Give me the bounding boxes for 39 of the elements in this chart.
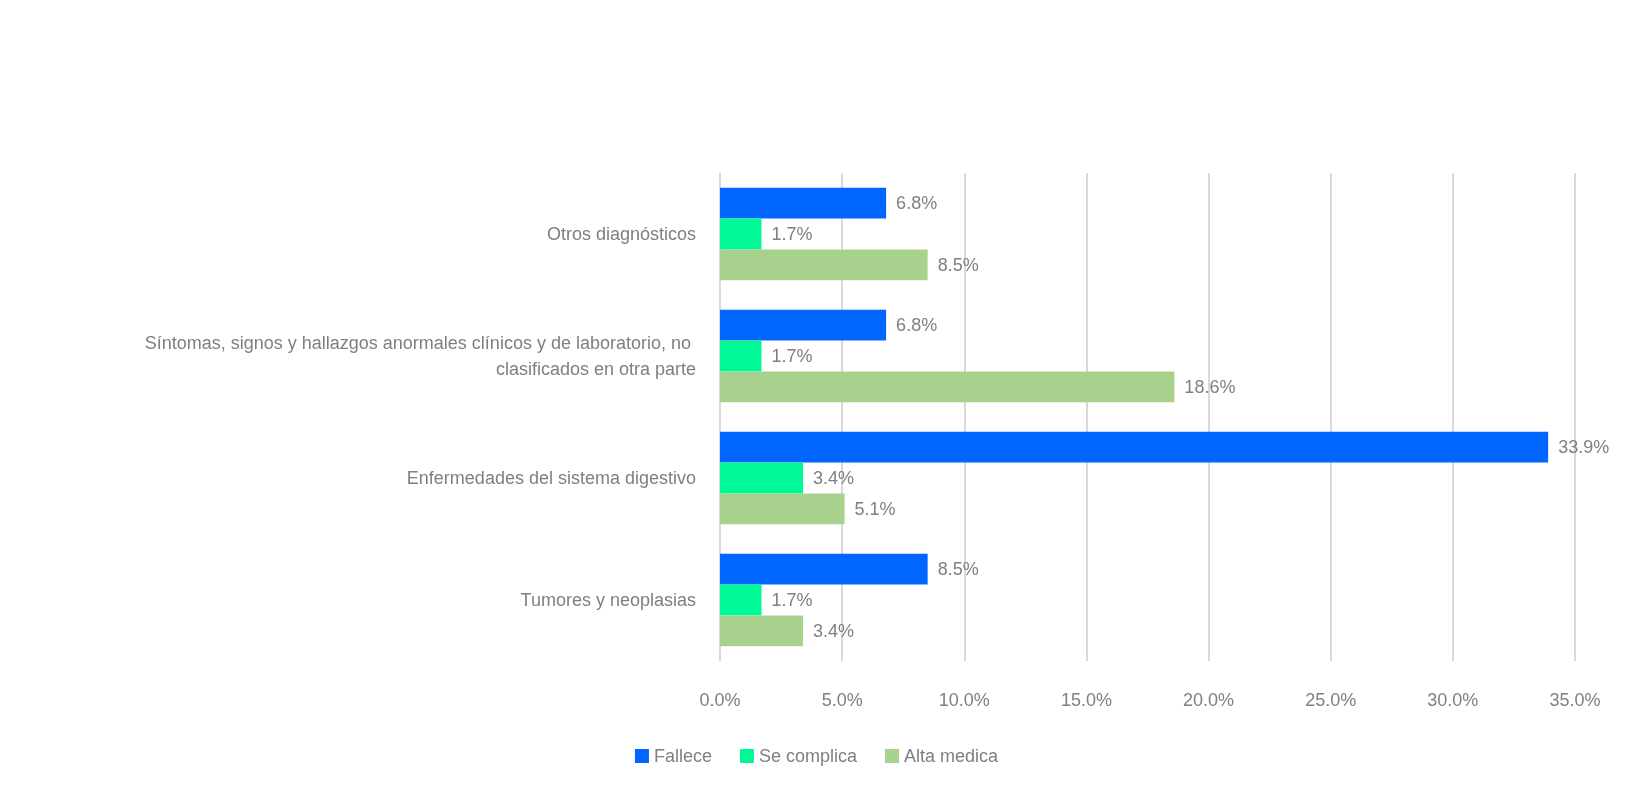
data-label: 8.5%	[937, 254, 979, 275]
bar	[720, 340, 762, 372]
bar	[720, 218, 762, 250]
data-label: 18.6%	[1184, 376, 1236, 397]
y-tick-label: Otros diagnósticos	[546, 224, 696, 244]
legend-label: Fallece	[653, 746, 712, 766]
legend-label: Alta medica	[904, 746, 1000, 766]
x-tick-label: 0.0%	[699, 690, 741, 710]
x-tick-label: 15.0%	[1060, 690, 1112, 710]
x-tick-label: 10.0%	[938, 690, 990, 710]
bar	[720, 431, 1549, 463]
data-label: 3.4%	[813, 468, 855, 488]
x-tick-label: 30.0%	[1427, 690, 1479, 710]
data-label: 1.7%	[771, 224, 813, 244]
data-label: 8.5%	[937, 559, 979, 580]
data-label: 5.1%	[854, 498, 896, 519]
x-tick-label: 20.0%	[1183, 690, 1235, 710]
x-tick-label: 5.0%	[821, 690, 863, 710]
bar	[720, 462, 804, 494]
bar	[720, 584, 762, 616]
bar	[720, 553, 928, 585]
bar	[720, 309, 887, 341]
data-label: 33.9%	[1558, 437, 1610, 458]
x-tick-label: 35.0%	[1549, 690, 1601, 710]
data-label: 1.7%	[771, 346, 813, 366]
legend-label: Se complica	[758, 746, 858, 766]
data-label: 1.7%	[771, 590, 813, 610]
x-tick-label: 25.0%	[1305, 690, 1357, 710]
bar	[720, 187, 887, 219]
data-label: 3.4%	[813, 620, 855, 641]
bar	[720, 371, 1175, 403]
y-tick-label: Enfermedades del sistema digestivo	[406, 468, 696, 488]
bar	[720, 615, 804, 647]
data-label: 6.8%	[896, 193, 938, 214]
y-tick-label: Tumores y neoplasias	[520, 590, 696, 610]
y-tick-label: Síntomas, signos y hallazgos anormales clínicos y de laboratorio, no clasificados en otra parte	[144, 333, 696, 379]
data-label: 6.8%	[896, 315, 938, 336]
bar	[720, 493, 845, 525]
bar	[720, 249, 928, 281]
